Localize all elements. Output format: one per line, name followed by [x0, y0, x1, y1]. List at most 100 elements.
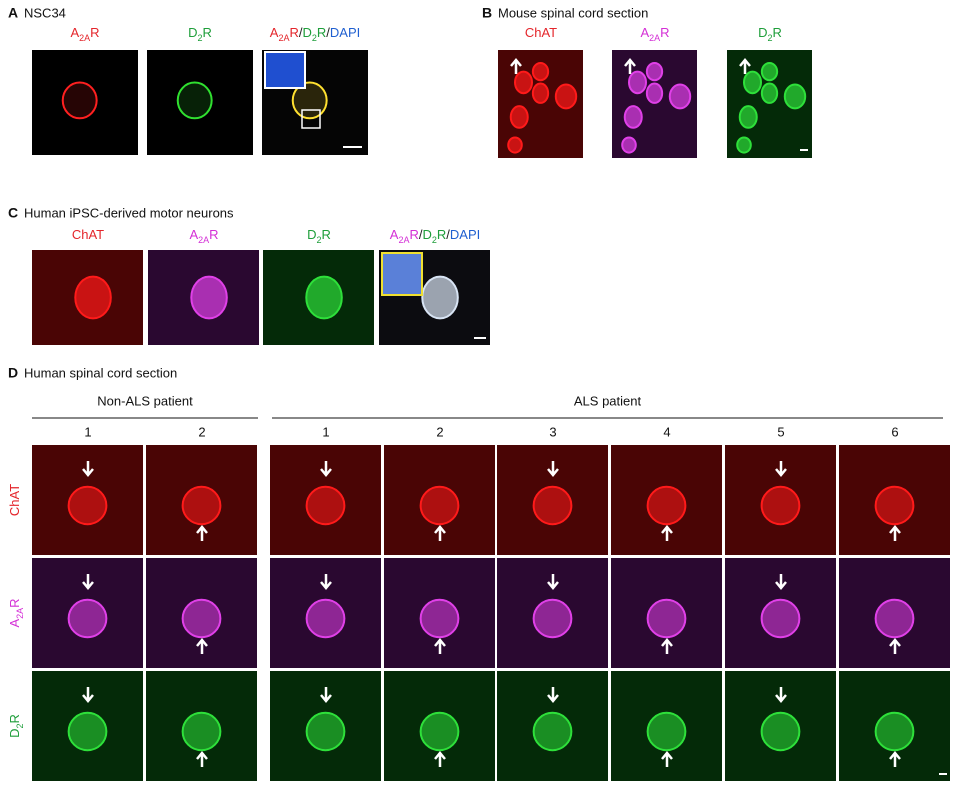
label-part: R [660, 25, 669, 40]
group-header: Non-ALS patient [97, 393, 193, 408]
label-part: 2 [312, 33, 317, 43]
label-part: D [422, 227, 431, 242]
cell [181, 711, 222, 752]
label-part: D [188, 25, 197, 40]
inset [264, 51, 306, 89]
arrow [82, 687, 94, 703]
label-part: D [302, 25, 311, 40]
cell [760, 61, 779, 82]
cell [783, 83, 807, 110]
cell [509, 105, 529, 129]
arrow [661, 638, 673, 654]
inset [381, 252, 423, 296]
micrograph [32, 50, 138, 155]
cell [668, 83, 692, 110]
label: D2R [758, 25, 782, 43]
cell [531, 82, 550, 104]
column-number: 2 [436, 424, 443, 439]
cell [181, 598, 222, 639]
column-number: 4 [663, 424, 670, 439]
arrow [510, 58, 522, 74]
cell [419, 711, 460, 752]
label: ChAT [7, 484, 22, 516]
cell [760, 711, 801, 752]
label-part: R [437, 227, 446, 242]
label-part: R [90, 25, 99, 40]
label-part: 2A [649, 33, 660, 43]
label-part: / [446, 227, 450, 242]
cell [874, 485, 915, 526]
panel-title: Mouse spinal cord section [498, 5, 648, 20]
arrow [775, 461, 787, 477]
cell [61, 81, 98, 120]
panel-letter: D [8, 365, 18, 381]
label-part: R [209, 227, 218, 242]
cell [532, 711, 573, 752]
arrow [196, 525, 208, 541]
label-part: / [299, 25, 303, 40]
panel-title: NSC34 [24, 5, 66, 20]
cell [874, 711, 915, 752]
cell [67, 711, 108, 752]
label-part: 2 [767, 33, 772, 43]
arrow [547, 687, 559, 703]
cell [532, 598, 573, 639]
cell [554, 83, 578, 110]
cell [760, 598, 801, 639]
label-part: 2A [79, 33, 90, 43]
label-part: R [409, 227, 418, 242]
label: D2R [307, 227, 331, 245]
label-part: R [7, 714, 22, 723]
column-number: 6 [891, 424, 898, 439]
cell [645, 82, 664, 104]
label: D2R [188, 25, 212, 43]
cell [67, 485, 108, 526]
label: ChAT [525, 25, 557, 40]
column-number: 3 [549, 424, 556, 439]
cell [74, 275, 112, 320]
arrow [196, 638, 208, 654]
label-part: A [189, 227, 198, 242]
panel-letter: A [8, 5, 18, 21]
cell [621, 136, 637, 154]
cell [514, 70, 533, 95]
label-part: 2 [432, 235, 437, 245]
arrow [82, 461, 94, 477]
arrow [739, 58, 751, 74]
label: A2AR [640, 25, 669, 43]
cell [760, 82, 779, 104]
cell [421, 275, 459, 320]
arrow [624, 58, 636, 74]
panel-title: Human iPSC-derived motor neurons [24, 205, 234, 220]
label-part: A [390, 227, 399, 242]
label-part: R [203, 25, 212, 40]
cell [736, 136, 752, 154]
label-part: A [70, 25, 79, 40]
panel-title: Human spinal cord section [24, 365, 177, 380]
label: A2AR [70, 25, 99, 43]
label: A2AR [189, 227, 218, 245]
cell [628, 70, 647, 95]
inset-box [301, 109, 321, 129]
cell [531, 61, 550, 82]
label-part: 2 [316, 235, 321, 245]
cell [646, 485, 687, 526]
arrow [775, 574, 787, 590]
label-part: R [7, 598, 22, 607]
cell [623, 105, 643, 129]
cell [738, 105, 758, 129]
label-part: A [270, 25, 279, 40]
cell [190, 275, 228, 320]
arrow [547, 574, 559, 590]
label-part: 2A [198, 235, 209, 245]
arrow [547, 461, 559, 477]
label-part: 2 [197, 33, 202, 43]
label-part: 2A [15, 608, 25, 619]
arrow [320, 461, 332, 477]
label-part: D [758, 25, 767, 40]
label-part: R [289, 25, 298, 40]
arrow [434, 751, 446, 767]
cell [645, 61, 664, 82]
label-part: D [7, 729, 22, 738]
